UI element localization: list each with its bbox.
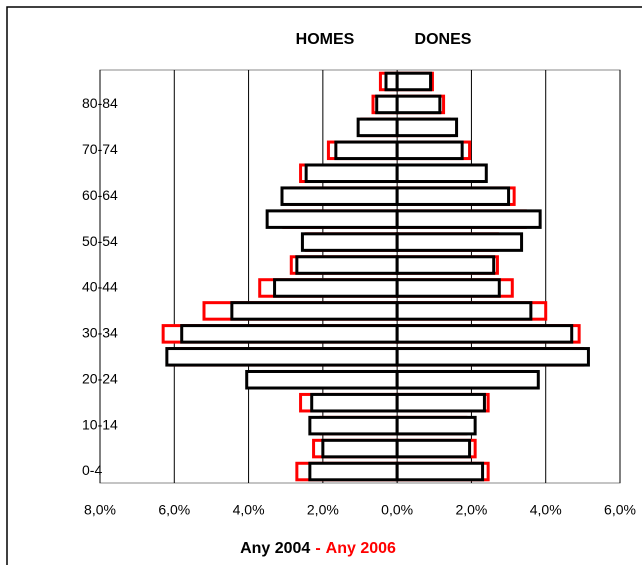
bar: [245, 369, 399, 390]
legend-entry: Any 2004: [240, 540, 310, 557]
bar: [334, 140, 399, 161]
y-tick-label: 80-84: [82, 95, 118, 111]
legend: Any 2004- Any 2006: [240, 540, 396, 557]
bar: [395, 186, 511, 206]
bar: [395, 369, 540, 390]
bar: [395, 140, 464, 161]
bar: [395, 232, 524, 252]
bar: [395, 301, 533, 321]
y-tick-label: 30-34: [82, 325, 118, 341]
bar: [265, 209, 399, 229]
bar: [300, 232, 399, 252]
bar: [180, 324, 399, 344]
bar: [321, 438, 399, 459]
bar: [295, 255, 399, 275]
bar: [395, 255, 496, 275]
left-label: HOMES: [296, 31, 355, 48]
y-tick-label: 50-54: [82, 233, 118, 249]
plot-area: [99, 69, 621, 484]
bar: [384, 71, 399, 92]
legend-separator: -: [315, 540, 320, 557]
bar: [375, 94, 399, 115]
x-tick-label: 6,0%: [604, 502, 636, 518]
bar: [310, 392, 399, 413]
right-label: DONES: [415, 31, 472, 48]
bar: [308, 415, 399, 436]
bar: [395, 71, 433, 92]
bar: [395, 163, 488, 184]
bar: [395, 392, 486, 413]
bar: [395, 209, 542, 229]
bar: [308, 461, 399, 482]
y-tick-label: 0-4: [82, 462, 102, 478]
bar: [395, 438, 472, 459]
bar: [395, 278, 501, 298]
legend-entry: Any 2006: [326, 540, 396, 557]
y-tick-label: 60-64: [82, 187, 118, 203]
x-tick-label: 0,0%: [381, 502, 413, 518]
x-tick-label: 8,0%: [84, 502, 116, 518]
bar: [280, 186, 399, 206]
x-tick-label: 6,0%: [158, 502, 190, 518]
y-tick-label: 20-24: [82, 370, 118, 386]
bar: [304, 163, 399, 184]
bar: [395, 415, 477, 436]
y-tick-label: 70-74: [82, 141, 118, 157]
bar: [356, 117, 399, 138]
bar: [165, 347, 399, 367]
bar: [395, 461, 485, 482]
x-tick-label: 2,0%: [307, 502, 339, 518]
y-tick-label: 10-14: [82, 416, 118, 432]
bar: [273, 278, 399, 298]
bar: [395, 324, 574, 344]
bar: [395, 347, 590, 367]
bar: [395, 117, 459, 138]
bar: [230, 301, 399, 321]
x-tick-label: 4,0%: [233, 502, 265, 518]
x-tick-label: 2,0%: [455, 502, 487, 518]
y-tick-label: 40-44: [82, 279, 118, 295]
bar: [395, 94, 442, 115]
x-tick-label: 4,0%: [530, 502, 562, 518]
